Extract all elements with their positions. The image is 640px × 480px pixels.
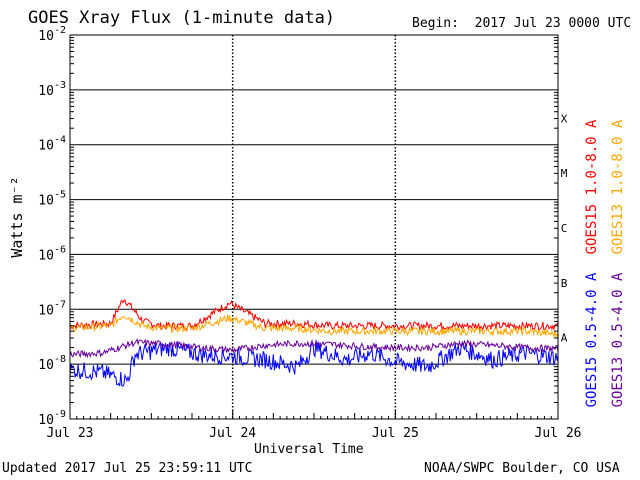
series-line-3 xyxy=(69,339,559,387)
credit-label: NOAA/SWPC Boulder, CO USA xyxy=(424,461,620,476)
flare-class-label: B xyxy=(561,277,568,290)
legend-entry: GOES13 1.0-8.0 A xyxy=(610,119,626,254)
y-axis-title: Watts m⁻² xyxy=(8,176,26,257)
flare-class-label: X xyxy=(561,112,568,125)
x-tick-label: Jul 24 xyxy=(209,426,256,441)
y-tick-label: 10-4 xyxy=(38,135,66,154)
updated-timestamp: Updated 2017 Jul 25 23:59:11 UTC xyxy=(2,461,253,476)
legend-entry: GOES15 0.5-4.0 A xyxy=(584,272,600,407)
chart-title: GOES Xray Flux (1-minute data) xyxy=(28,8,336,28)
y-tick-label: 10-5 xyxy=(38,190,66,209)
y-tick-label: 10-3 xyxy=(38,80,66,99)
begin-time-label: Begin: 2017 Jul 23 0000 UTC xyxy=(412,16,632,31)
flare-class-label: M xyxy=(561,167,568,180)
x-tick-label: Jul 25 xyxy=(372,426,419,441)
x-axis-title: Universal Time xyxy=(254,442,364,457)
x-tick-label: Jul 26 xyxy=(535,426,582,441)
y-tick-label: 10-8 xyxy=(38,354,66,373)
series-line-1 xyxy=(69,299,559,332)
y-tick-label: 10-7 xyxy=(38,299,66,318)
series-line-4 xyxy=(69,338,559,359)
y-tick-label: 10-9 xyxy=(38,409,66,428)
x-tick-label: Jul 23 xyxy=(47,426,94,441)
series-line-2 xyxy=(69,314,559,339)
flare-class-label: A xyxy=(561,332,568,345)
legend-entry: GOES15 1.0-8.0 A xyxy=(584,119,600,254)
flare-class-label: C xyxy=(561,222,568,235)
y-tick-label: 10-6 xyxy=(38,244,66,263)
legend-entry: GOES13 0.5-4.0 A xyxy=(610,272,626,407)
y-tick-label: 10-2 xyxy=(38,25,66,44)
